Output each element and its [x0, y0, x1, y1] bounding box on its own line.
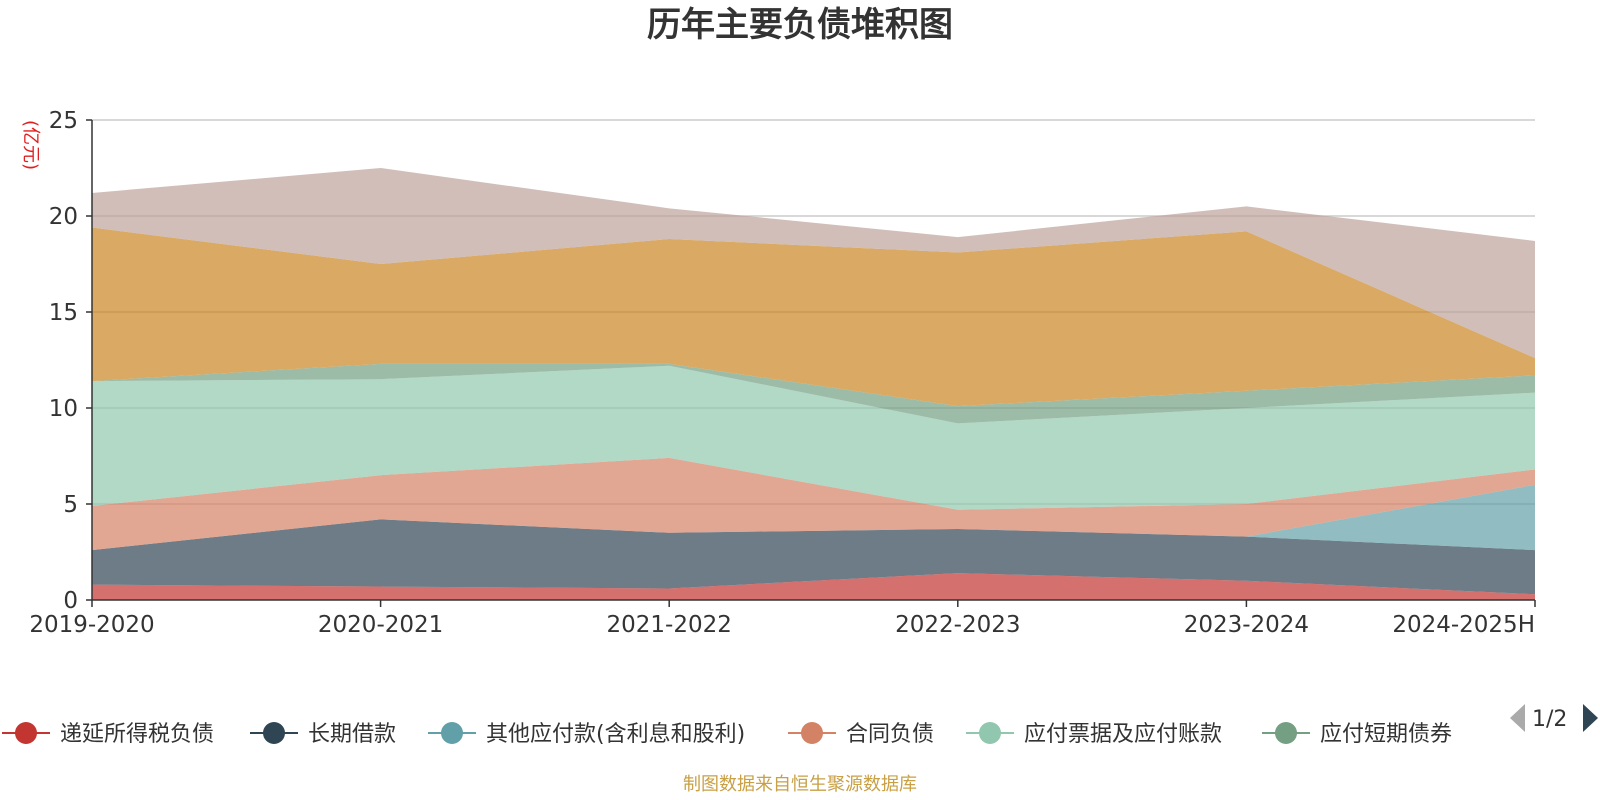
axes: 0 5 10 15 20 25 2019-2020 2020-2021 2021-2022 202… [29, 108, 1536, 638]
legend-marker [263, 722, 285, 744]
y-tick-label: 10 [49, 396, 78, 422]
y-tick-label: 15 [49, 300, 78, 326]
legend-marker [1275, 722, 1297, 744]
y-tick-label: 25 [49, 108, 78, 134]
legend-next-arrow-icon[interactable] [1583, 704, 1598, 732]
source-note: 制图数据来自恒生聚源数据库 [683, 774, 917, 795]
legend-prev-arrow-icon[interactable] [1510, 704, 1525, 732]
legend-label: 递延所得税负债 [60, 722, 214, 747]
legend-item[interactable]: 合同负债 [788, 722, 934, 747]
y-tick-label: 20 [49, 204, 78, 230]
chart-title: 历年主要负债堆积图 [647, 5, 953, 45]
area-series-1 [92, 519, 1535, 595]
legend-label: 应付短期债券 [1320, 722, 1452, 747]
y-tick-label: 0 [63, 588, 78, 614]
x-tick-label: 2022-2023 [895, 612, 1020, 638]
legend-pager: 1/2 [1510, 704, 1598, 732]
x-tick-label: 2021-2022 [607, 612, 732, 638]
legend-label: 其他应付款(含利息和股利) [486, 722, 745, 747]
area-series-6 [92, 227, 1535, 407]
legend-label: 长期借款 [308, 722, 396, 747]
area-series-7 [92, 168, 1535, 359]
legend-label: 合同负债 [846, 722, 934, 747]
legend-page-indicator: 1/2 [1532, 707, 1567, 732]
legend-marker [979, 722, 1001, 744]
y-axis-unit-label: (亿元) [20, 120, 41, 170]
legend-item[interactable]: 应付票据及应付账款 [966, 722, 1222, 747]
area-series-0 [92, 573, 1535, 600]
area-series [92, 168, 1535, 600]
legend-item[interactable]: 长期借款 [250, 722, 396, 747]
area-series-3 [92, 457, 1535, 551]
legend-item[interactable]: 其他应付款(含利息和股利) [428, 722, 745, 747]
x-tick-label: 2019-2020 [29, 612, 154, 638]
x-tick-label: 2024-2025H [1392, 612, 1535, 638]
x-tick-label: 2023-2024 [1184, 612, 1309, 638]
x-tick-label: 2020-2021 [318, 612, 443, 638]
legend-marker [15, 722, 37, 744]
legend-item[interactable]: 应付短期债券 [1262, 722, 1452, 747]
legend-marker [441, 722, 463, 744]
legend-item[interactable]: 递延所得税负债 [2, 722, 214, 747]
area-series-4 [92, 365, 1535, 510]
y-tick-label: 5 [63, 492, 78, 518]
legend-marker [801, 722, 823, 744]
legend-label: 应付票据及应付账款 [1024, 722, 1222, 747]
legend: 递延所得税负债 长期借款 其他应付款(含利息和股利) 合同负债 应付票据及应付账款 应付短… [2, 722, 1452, 747]
area-series-5 [92, 363, 1535, 424]
